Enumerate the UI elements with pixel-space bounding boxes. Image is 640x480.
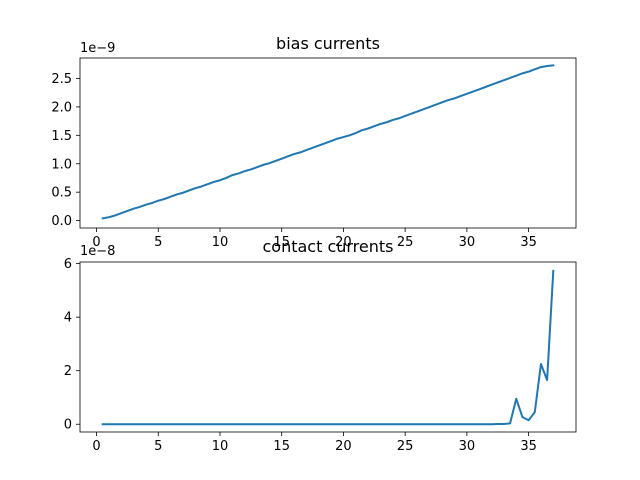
bias-currents-y-tick-label: 2.5 xyxy=(51,72,72,87)
contact-currents-line xyxy=(101,269,555,426)
subplot-bias-currents: bias currents 1e−9 0 5 10 15 20 25 30 35 0.0 0.5 1… xyxy=(51,34,577,250)
bias-currents-y-tick-label: 0.0 xyxy=(51,214,72,229)
bias-currents-x-tick-label: 0 xyxy=(92,235,100,250)
bias-currents-plot-area: 0 5 10 15 20 25 30 35 0.0 0.5 1.0 1.5 2.0 2.5 xyxy=(51,57,577,250)
contact-currents-y-tick-label: 0 xyxy=(64,418,72,433)
contact-currents-y-tick-label: 2 xyxy=(64,364,72,379)
contact-currents-x-tick-label: 5 xyxy=(154,439,162,454)
bias-currents-x-tick-label: 10 xyxy=(212,235,229,250)
bias-currents-y-tick-label: 1.0 xyxy=(51,157,72,172)
bias-currents-x-tick-label: 15 xyxy=(273,235,290,250)
contact-currents-axes-frame xyxy=(79,261,577,433)
contact-currents-x-tick-label: 25 xyxy=(397,439,414,454)
contact-currents-x-tick-label: 35 xyxy=(520,439,537,454)
bias-currents-y-tick-label: 1.5 xyxy=(51,129,72,144)
bias-currents-y-tick-label: 2.0 xyxy=(51,100,72,115)
contact-currents-x-tick-label: 0 xyxy=(92,439,100,454)
subplot-contact-currents: 1e−8 0 5 10 15 20 25 30 35 0 2 4 6 contact currents xyxy=(64,237,577,454)
bias-currents-x-tick-label: 20 xyxy=(335,235,352,250)
bias-currents-axes-frame xyxy=(79,57,577,229)
contact-currents-x-tick-label: 15 xyxy=(273,439,290,454)
contact-currents-y-tick-label: 4 xyxy=(64,311,72,326)
bias-currents-line xyxy=(101,64,555,220)
contact-currents-title: contact currents xyxy=(262,237,393,256)
bias-currents-title: bias currents xyxy=(276,34,380,53)
contact-currents-plot-area: 0 5 10 15 20 25 30 35 0 2 4 6 xyxy=(64,257,577,454)
contact-currents-x-tick-label: 10 xyxy=(212,439,229,454)
contact-currents-y-tick-label: 6 xyxy=(64,257,72,272)
bias-currents-offset-text: 1e−9 xyxy=(80,41,115,56)
contact-currents-x-tick-label: 30 xyxy=(459,439,476,454)
bias-currents-x-tick-label: 5 xyxy=(154,235,162,250)
contact-currents-offset-text: 1e−8 xyxy=(80,244,115,259)
bias-currents-x-tick-label: 30 xyxy=(459,235,476,250)
contact-currents-x-tick-label: 20 xyxy=(335,439,352,454)
bias-currents-x-tick-label: 25 xyxy=(397,235,414,250)
bias-currents-x-tick-label: 35 xyxy=(520,235,537,250)
bias-currents-y-tick-label: 0.5 xyxy=(51,186,72,201)
